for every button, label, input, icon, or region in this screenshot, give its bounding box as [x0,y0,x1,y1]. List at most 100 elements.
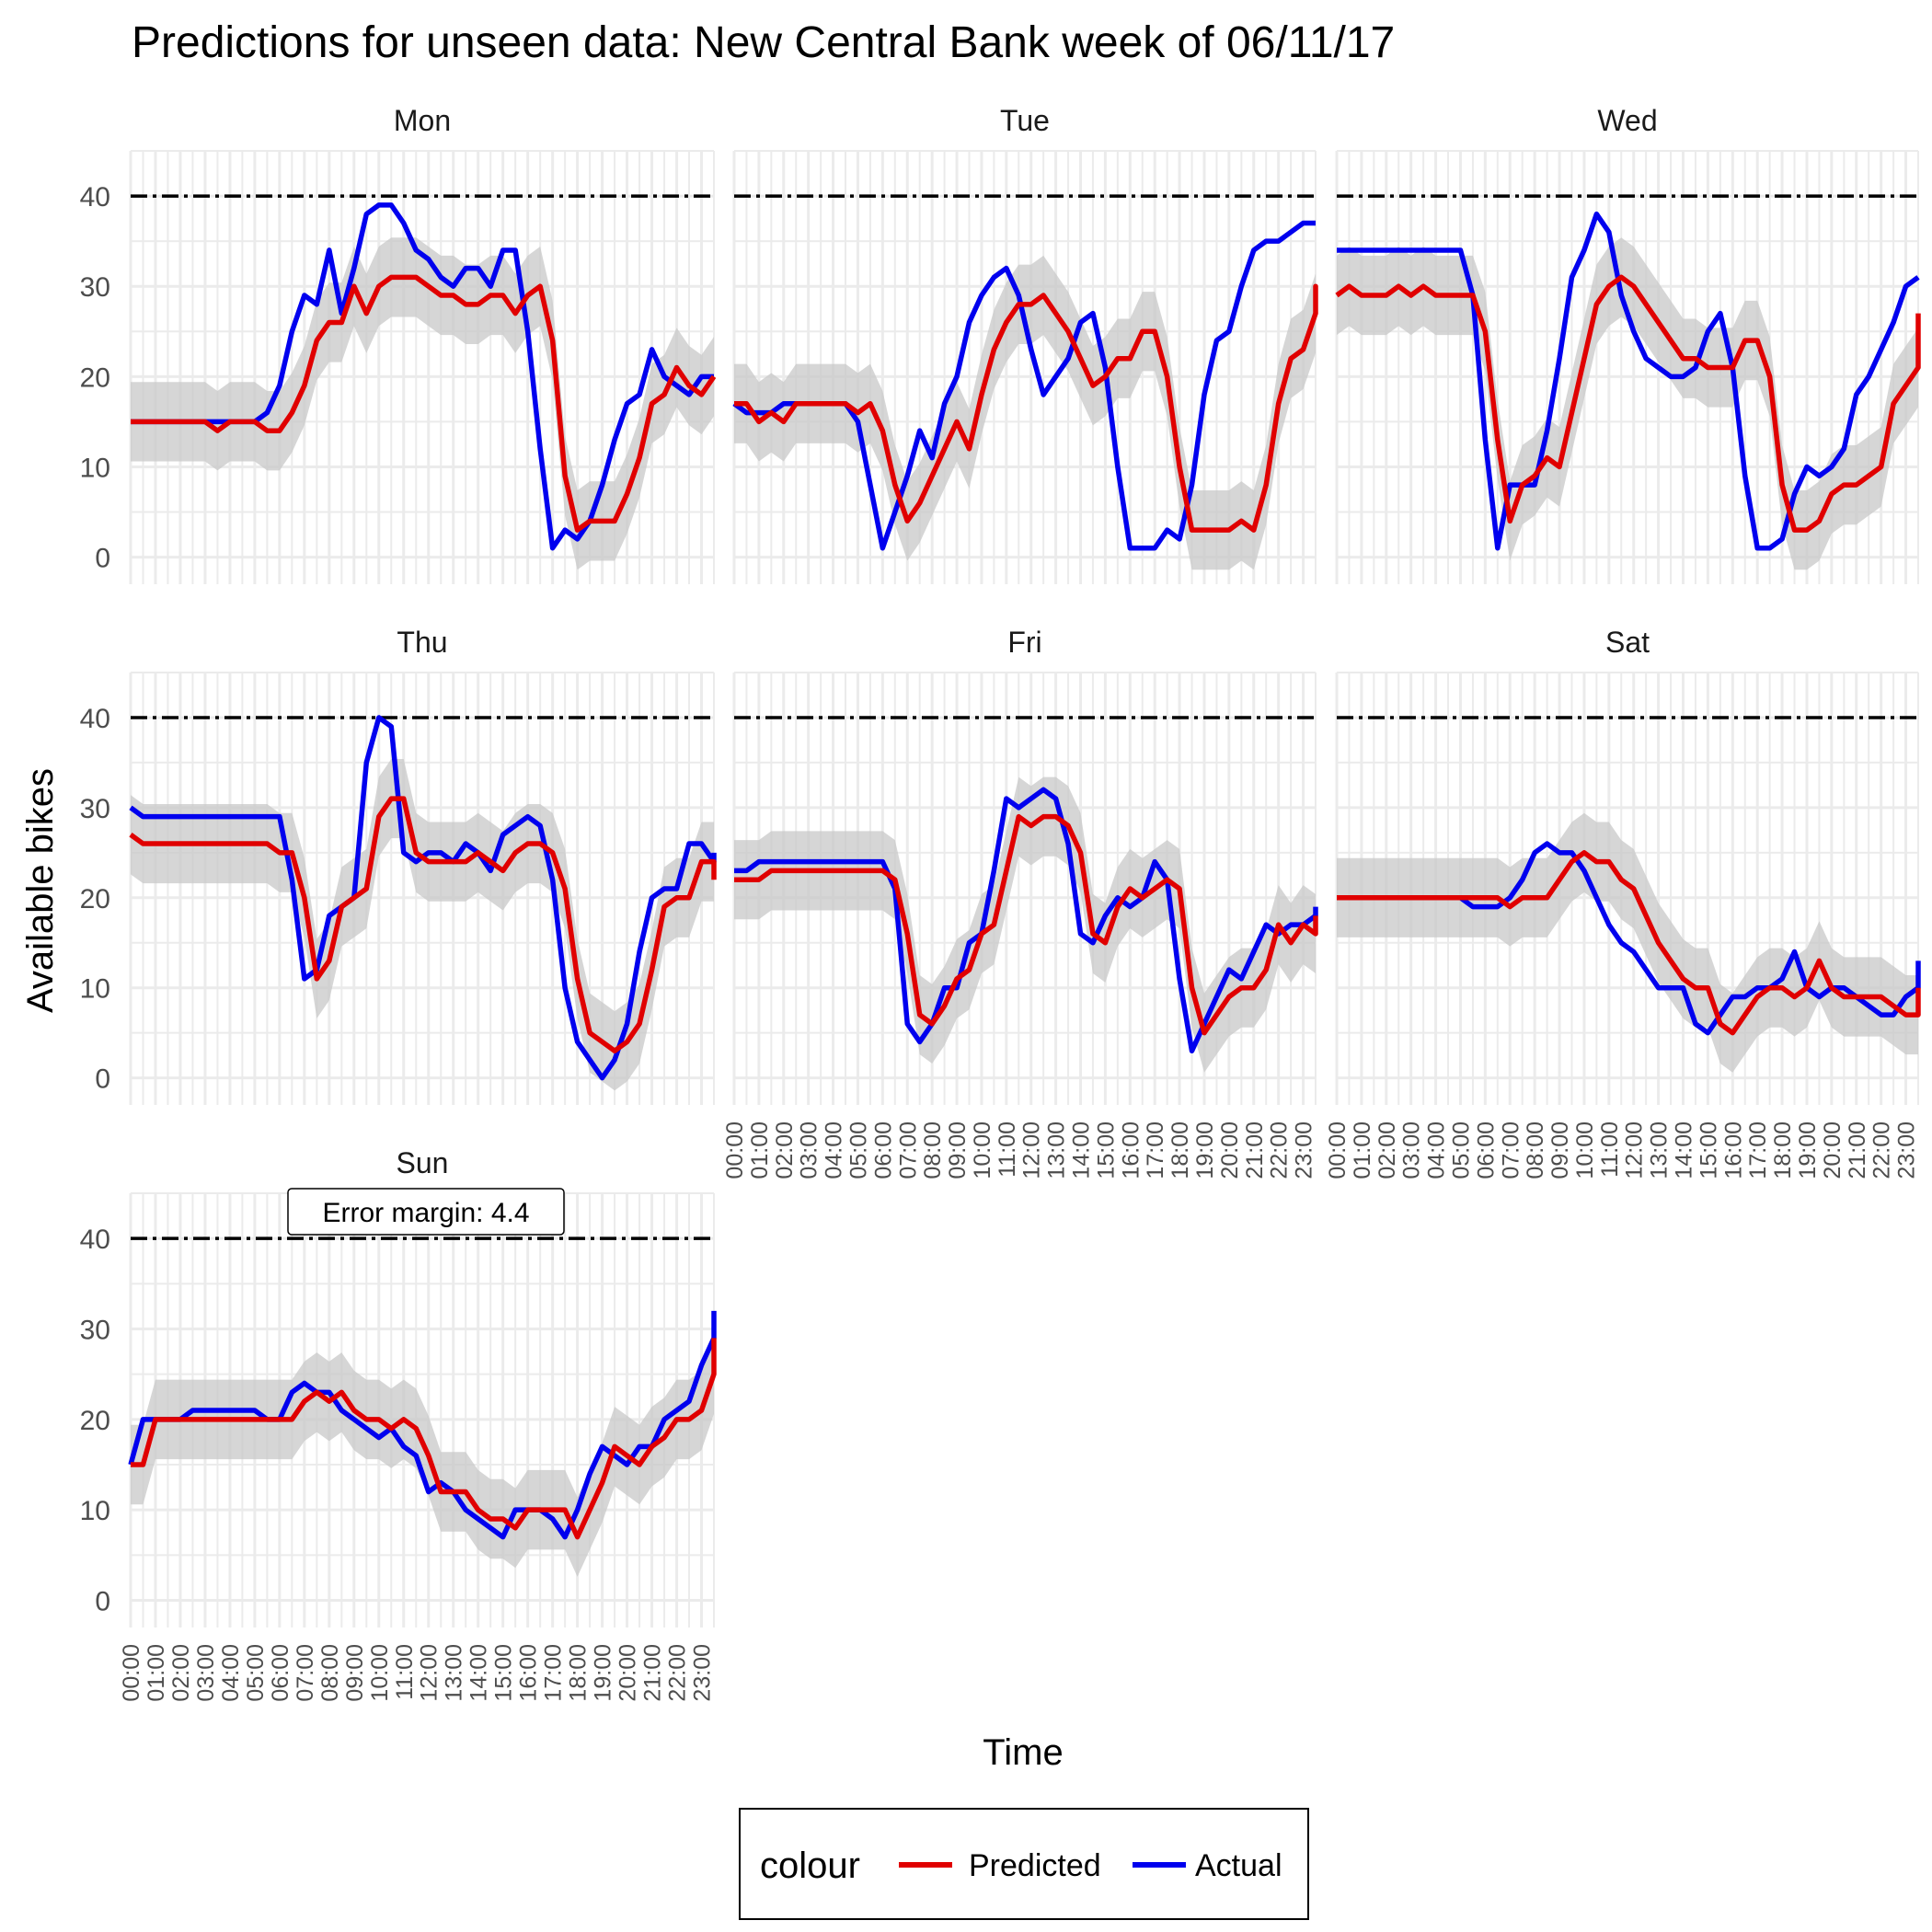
x-tick-label: 00:00 [722,1121,748,1179]
x-axis-title: Time [983,1732,1063,1773]
facet-label-sat: Sat [1605,626,1650,659]
x-tick-label: 17:00 [541,1644,567,1702]
x-tick-label: 18:00 [1770,1121,1796,1179]
x-tick-label: 15:00 [1696,1121,1721,1179]
x-tick-label: 04:00 [218,1644,244,1702]
annotation-text: Error margin: 4.4 [322,1198,529,1228]
facet-label-wed: Wed [1597,104,1657,137]
x-tick-label: 06:00 [268,1644,293,1702]
x-tick-label: 07:00 [293,1644,318,1702]
x-tick-label: 11:00 [995,1121,1020,1178]
x-tick-label: 04:00 [1424,1121,1450,1179]
x-tick-label: 08:00 [317,1644,343,1702]
y-tick-label: 0 [95,1587,110,1617]
series-predicted-sun [131,1338,717,1540]
x-tick-label: 08:00 [920,1121,946,1179]
error-band-thu [131,759,714,1091]
x-tick-label: 05:00 [845,1121,871,1179]
x-tick-label: 15:00 [1093,1121,1119,1179]
y-tick-label: 0 [95,544,110,574]
legend-box [739,1808,1309,1920]
x-tick-label: 23:00 [690,1644,716,1702]
x-tick-label: 05:00 [243,1644,269,1702]
x-tick-label: 10:00 [367,1644,393,1702]
x-tick-label: 09:00 [342,1644,368,1702]
y-tick-label: 0 [95,1064,110,1095]
series-actual-thu [129,715,717,1081]
x-tick-label: 14:00 [1069,1121,1095,1179]
y-tick-label: 30 [80,794,110,824]
x-tick-label: 15:00 [491,1644,517,1702]
y-tick-label: 40 [80,1225,110,1255]
series-predicted-sat [1337,850,1921,1036]
x-tick-label: 13:00 [1647,1121,1673,1179]
x-tick-label: 17:00 [1143,1121,1168,1179]
x-tick-label: 16:00 [1118,1121,1144,1179]
x-tick-label: 08:00 [1523,1121,1548,1179]
chart-title: Predictions for unseen data: New Central… [132,18,1395,67]
x-tick-label: 03:00 [797,1121,822,1179]
x-tick-label: 16:00 [1720,1121,1746,1179]
x-tick-label: 19:00 [1795,1121,1821,1179]
series-actual-sun [128,1310,717,1540]
facet-label-fri: Fri [1007,626,1041,659]
error-band-sat [1337,812,1918,1073]
y-tick-label: 10 [80,974,110,1005]
legend-label-predicted: Predicted [969,1848,1101,1883]
facet-sat: Sat 00:0001:0002:0003:0004:0005:0006:0007… [1325,626,1921,1179]
x-tick-label: 18:00 [1167,1121,1193,1179]
facet-label-tue: Tue [1000,104,1050,137]
series-actual-wed [1337,211,1920,551]
x-tick-label: 00:00 [119,1644,144,1702]
x-tick-label: 11:00 [392,1644,418,1700]
x-tick-label: 19:00 [591,1644,616,1702]
facet-label-thu: Thu [397,626,447,659]
series-predicted-fri [734,813,1318,1036]
facet-tue: Tue [732,104,1318,584]
x-tick-label: 17:00 [1745,1121,1771,1179]
x-tick-label: 22:00 [665,1644,691,1702]
x-tick-label: 14:00 [466,1644,492,1702]
x-tick-label: 09:00 [945,1121,971,1179]
x-tick-label: 10:00 [1572,1121,1598,1179]
x-tick-label: 03:00 [193,1644,219,1702]
x-tick-label: 00:00 [1325,1121,1351,1179]
y-tick-label: 20 [80,1406,110,1436]
x-tick-label: 14:00 [1672,1121,1697,1179]
x-tick-label: 21:00 [640,1644,666,1702]
x-tick-label: 03:00 [1399,1121,1425,1179]
x-tick-label: 21:00 [1845,1121,1870,1179]
x-tick-label: 09:00 [1547,1121,1573,1179]
x-tick-label: 10:00 [970,1121,995,1179]
facet-mon: Mon 0 10 20 30 40 [80,104,717,584]
x-tick-label: 01:00 [1350,1121,1375,1179]
x-tick-label: 22:00 [1869,1121,1895,1179]
x-tick-label: 11:00 [1597,1121,1623,1178]
series-predicted-wed [1335,274,1921,533]
x-tick-label: 13:00 [442,1644,467,1702]
legend: colour Predicted Actual [739,1808,1309,1920]
y-tick-label: 30 [80,1316,110,1346]
series-predicted-thu [129,796,717,1053]
series-actual-fri [734,787,1318,1053]
facet-label-sun: Sun [397,1146,449,1179]
y-tick-label: 30 [80,272,110,303]
x-tick-label: 02:00 [1374,1121,1400,1179]
y-tick-label: 20 [80,362,110,393]
y-tick-label: 40 [80,182,110,213]
error-band-fri [734,776,1316,1073]
x-tick-label: 06:00 [1473,1121,1499,1179]
x-tick-label: 16:00 [516,1644,542,1702]
x-tick-label: 06:00 [870,1121,896,1179]
y-tick-label: 40 [80,704,110,734]
y-tick-label: 20 [80,884,110,914]
facet-sun: Sun 0 10 20 30 40 00:0001:0002:0003:0004:0005:… [80,1146,717,1702]
legend-title: colour [760,1846,860,1886]
x-tick-label: 01:00 [747,1121,773,1179]
series-predicted-mon [131,274,717,533]
x-tick-label: 13:00 [1044,1121,1070,1179]
x-tick-label: 12:00 [1019,1121,1045,1179]
annotation-box [287,1188,565,1236]
y-tick-label: 10 [80,1496,110,1526]
